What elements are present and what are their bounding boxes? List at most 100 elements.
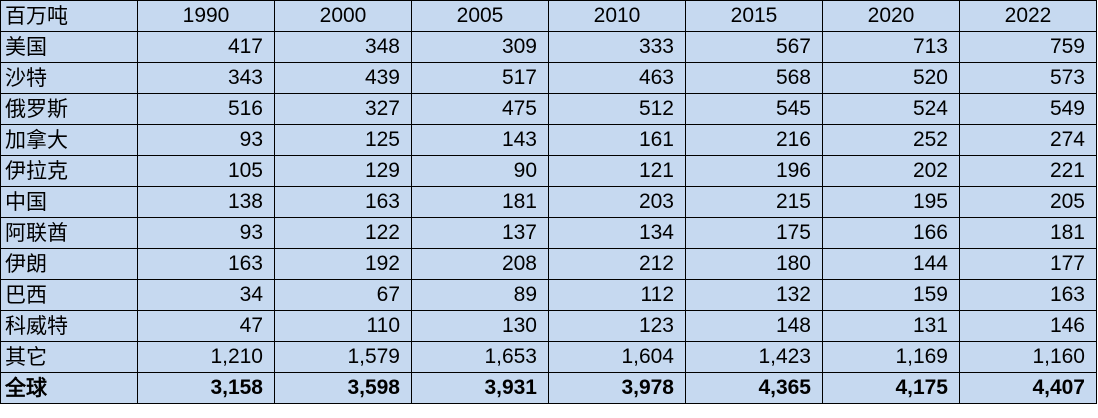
value-cell: 180 [685,248,823,280]
value-cell: 125 [274,124,412,156]
value-cell: 163 [274,186,412,218]
value-cell: 309 [411,31,549,63]
table-row: 科威特 47 110 130 123 148 131 146 [0,310,1097,342]
table-row: 沙特 343 439 517 463 568 520 573 [0,62,1097,94]
value-cell: 131 [822,310,960,342]
value-cell: 134 [548,217,686,249]
value-cell: 181 [411,186,549,218]
value-cell: 221 [959,155,1097,187]
value-cell: 1,579 [274,341,412,373]
value-cell: 130 [411,310,549,342]
table-row: 中国 138 163 181 203 215 195 205 [0,186,1097,218]
value-cell: 567 [685,31,823,63]
table-row: 巴西 34 67 89 112 132 159 163 [0,279,1097,311]
value-cell: 343 [137,62,275,94]
value-cell: 520 [822,62,960,94]
value-cell: 327 [274,93,412,125]
value-cell: 205 [959,186,1097,218]
country-cell: 加拿大 [0,124,138,156]
value-cell: 215 [685,186,823,218]
value-cell: 159 [822,279,960,311]
value-cell: 93 [137,124,275,156]
value-cell: 4,175 [822,372,960,404]
value-cell: 192 [274,248,412,280]
value-cell: 196 [685,155,823,187]
country-cell: 阿联酋 [0,217,138,249]
value-cell: 67 [274,279,412,311]
value-cell: 1,210 [137,341,275,373]
table-row: 加拿大 93 125 143 161 216 252 274 [0,124,1097,156]
value-cell: 1,160 [959,341,1097,373]
value-cell: 252 [822,124,960,156]
value-cell: 129 [274,155,412,187]
table-row: 伊拉克 105 129 90 121 196 202 221 [0,155,1097,187]
value-cell: 463 [548,62,686,94]
country-cell: 俄罗斯 [0,93,138,125]
value-cell: 524 [822,93,960,125]
value-cell: 216 [685,124,823,156]
value-cell: 122 [274,217,412,249]
value-cell: 212 [548,248,686,280]
value-cell: 549 [959,93,1097,125]
value-cell: 177 [959,248,1097,280]
year-header: 1990 [137,0,275,32]
value-cell: 512 [548,93,686,125]
value-cell: 144 [822,248,960,280]
table-header: 百万吨 1990 2000 2005 2010 2015 2020 2022 [0,0,1097,32]
year-header: 2005 [411,0,549,32]
value-cell: 516 [137,93,275,125]
country-cell: 科威特 [0,310,138,342]
value-cell: 3,931 [411,372,549,404]
value-cell: 175 [685,217,823,249]
value-cell: 143 [411,124,549,156]
country-cell: 沙特 [0,62,138,94]
value-cell: 348 [274,31,412,63]
unit-header: 百万吨 [0,0,138,32]
value-cell: 163 [959,279,1097,311]
value-cell: 138 [137,186,275,218]
value-cell: 568 [685,62,823,94]
value-cell: 3,158 [137,372,275,404]
value-cell: 573 [959,62,1097,94]
value-cell: 34 [137,279,275,311]
value-cell: 417 [137,31,275,63]
table-row: 全球 3,158 3,598 3,931 3,978 4,365 4,175 4,407 [0,372,1097,404]
value-cell: 545 [685,93,823,125]
value-cell: 137 [411,217,549,249]
table-row: 阿联酋 93 122 137 134 175 166 181 [0,217,1097,249]
value-cell: 4,365 [685,372,823,404]
value-cell: 1,604 [548,341,686,373]
table-body: 美国 417 348 309 333 567 713 759 沙特 343 439 517 463 568… [0,31,1097,404]
value-cell: 148 [685,310,823,342]
value-cell: 439 [274,62,412,94]
value-cell: 181 [959,217,1097,249]
data-table: 百万吨 1990 2000 2005 2010 2015 2020 2022 美国 417 348… [0,0,1097,404]
table-row: 美国 417 348 309 333 567 713 759 [0,31,1097,63]
header-row: 百万吨 1990 2000 2005 2010 2015 2020 2022 [0,0,1097,32]
table-row: 伊朗 163 192 208 212 180 144 177 [0,248,1097,280]
value-cell: 517 [411,62,549,94]
value-cell: 713 [822,31,960,63]
value-cell: 3,978 [548,372,686,404]
value-cell: 195 [822,186,960,218]
value-cell: 132 [685,279,823,311]
value-cell: 1,169 [822,341,960,373]
value-cell: 90 [411,155,549,187]
value-cell: 123 [548,310,686,342]
value-cell: 112 [548,279,686,311]
value-cell: 203 [548,186,686,218]
country-cell: 全球 [0,372,138,404]
value-cell: 3,598 [274,372,412,404]
value-cell: 110 [274,310,412,342]
value-cell: 202 [822,155,960,187]
year-header: 2020 [822,0,960,32]
year-header: 2015 [685,0,823,32]
value-cell: 208 [411,248,549,280]
country-cell: 伊拉克 [0,155,138,187]
table-row: 其它 1,210 1,579 1,653 1,604 1,423 1,169 1,160 [0,341,1097,373]
value-cell: 146 [959,310,1097,342]
country-cell: 美国 [0,31,138,63]
value-cell: 1,653 [411,341,549,373]
value-cell: 105 [137,155,275,187]
country-cell: 其它 [0,341,138,373]
